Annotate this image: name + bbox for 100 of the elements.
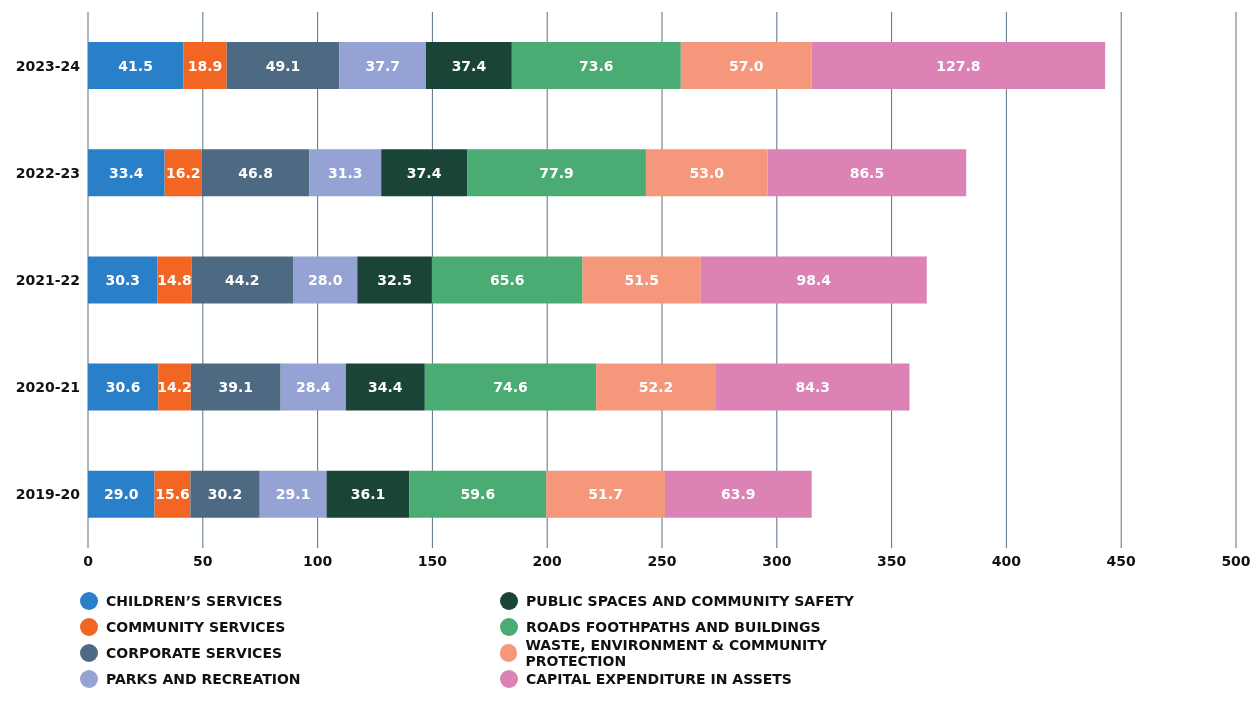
data-label: 30.2 (207, 486, 243, 503)
data-label: 52.2 (638, 379, 674, 396)
bar (88, 42, 184, 90)
bar (259, 470, 327, 518)
x-tick-label: 100 (302, 552, 333, 569)
data-label: 14.8 (157, 271, 192, 288)
legend-label: CAPITAL EXPENDITURE IN ASSETS (526, 671, 792, 687)
x-tick-label: 50 (193, 552, 213, 569)
data-label: 16.2 (166, 164, 201, 181)
data-label: 33.4 (109, 164, 144, 181)
data-label: 34.4 (368, 379, 403, 396)
bar (183, 42, 227, 90)
data-label: 63.9 (721, 486, 756, 503)
bar (664, 470, 812, 518)
data-label: 53.0 (689, 164, 725, 181)
data-label: 59.6 (460, 486, 496, 503)
data-label: 28.4 (295, 379, 331, 396)
data-label: 46.8 (238, 164, 273, 181)
data-label: 28.0 (307, 271, 343, 288)
bar (431, 256, 583, 304)
data-label: 73.6 (579, 57, 614, 74)
data-label: 77.9 (539, 164, 574, 181)
data-label: 32.5 (377, 271, 412, 288)
x-tick-label: 0 (83, 552, 94, 569)
bar (339, 42, 426, 90)
data-label: 15.6 (155, 486, 190, 503)
bar (88, 363, 159, 411)
bar (326, 470, 410, 518)
x-tick-label: 400 (991, 552, 1022, 569)
x-tick-label: 300 (762, 552, 792, 569)
bar (767, 149, 967, 197)
x-tick-label: 250 (647, 552, 677, 569)
data-label: 51.7 (588, 486, 623, 503)
data-label: 31.3 (327, 164, 363, 181)
bar (596, 363, 716, 411)
bar (425, 42, 512, 90)
legend-label: WASTE, ENVIRONMENT & COMMUNITY PROTECTION (525, 637, 828, 669)
bar (88, 470, 155, 518)
data-label: 37.7 (365, 57, 400, 74)
data-label: 51.5 (624, 271, 659, 288)
bar (811, 42, 1106, 90)
bar (88, 256, 158, 304)
bar (309, 149, 382, 197)
bar (381, 149, 468, 197)
data-label: 36.1 (350, 486, 386, 503)
bar (680, 42, 812, 90)
legend-label: PARKS AND RECREATION (106, 671, 301, 687)
bar (546, 470, 665, 518)
data-label: 57.0 (728, 57, 764, 74)
bar (467, 149, 646, 197)
legend-label: PUBLIC SPACES AND COMMUNITY SAFETY (526, 593, 854, 609)
bar (582, 256, 701, 304)
data-label: 74.6 (493, 379, 528, 396)
bar (191, 256, 294, 304)
y-tick-label: 2019-20 (15, 486, 81, 503)
x-tick-label: 350 (876, 552, 907, 569)
data-label: 14.2 (157, 379, 192, 396)
legend-label: ROADS FOOTHPATHS AND BUILDINGS (526, 619, 821, 635)
y-tick-label: 2023-24 (15, 57, 81, 74)
data-label: 65.6 (489, 271, 525, 288)
bar (645, 149, 768, 197)
legend-label: CHILDREN’S SERVICES (106, 593, 283, 609)
bar (280, 363, 346, 411)
bar (345, 363, 425, 411)
y-tick-label: 2022-23 (15, 164, 80, 181)
data-label: 30.6 (105, 379, 141, 396)
bar (357, 256, 432, 304)
data-label: 30.3 (105, 271, 141, 288)
bar (201, 149, 310, 197)
y-tick-label: 2020-21 (15, 379, 80, 396)
bar (715, 363, 910, 411)
x-tick-label: 200 (532, 552, 563, 569)
y-tick-label: 2021-22 (15, 271, 80, 288)
bar (190, 363, 281, 411)
data-label: 41.5 (118, 57, 153, 74)
bar (424, 363, 597, 411)
bar (88, 149, 165, 197)
data-label: 84.3 (795, 379, 831, 396)
x-tick-label: 450 (1106, 552, 1137, 569)
bar (409, 470, 547, 518)
data-label: 127.8 (936, 57, 981, 74)
bar (511, 42, 681, 90)
bar (700, 256, 927, 304)
data-label: 98.4 (796, 271, 832, 288)
data-label: 39.1 (218, 379, 254, 396)
data-label: 44.2 (225, 271, 260, 288)
bar (293, 256, 358, 304)
x-tick-label: 500 (1221, 552, 1251, 569)
data-label: 49.1 (265, 57, 301, 74)
data-label: 86.5 (849, 164, 885, 181)
bar (190, 470, 260, 518)
data-label: 29.0 (104, 486, 139, 503)
legend-label: COMMUNITY SERVICES (106, 619, 286, 635)
data-label: 37.4 (406, 164, 442, 181)
bar (226, 42, 340, 90)
legend-label: CORPORATE SERVICES (106, 645, 283, 661)
x-tick-label: 150 (417, 552, 448, 569)
data-label: 29.1 (275, 486, 311, 503)
data-label: 18.9 (187, 57, 223, 74)
data-label: 37.4 (451, 57, 487, 74)
